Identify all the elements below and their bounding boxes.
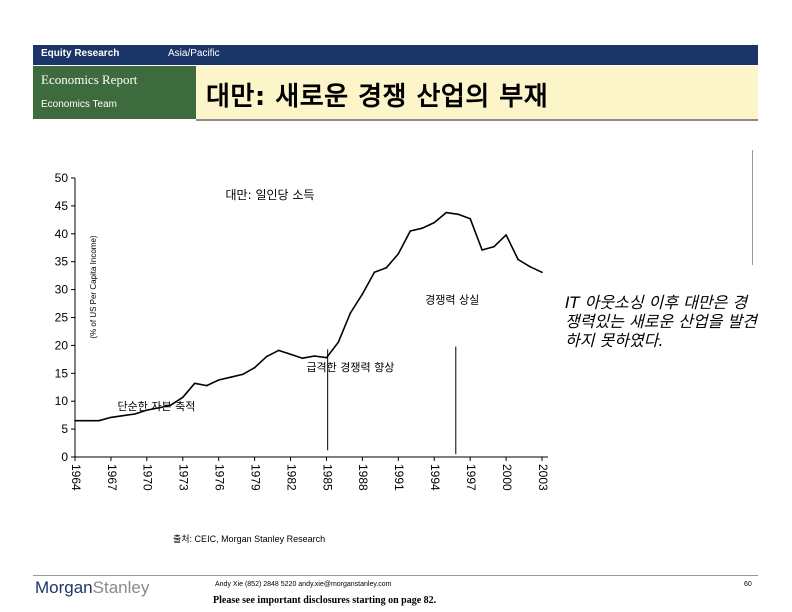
data-point [217,379,220,381]
data-point [373,271,376,274]
right-divider [752,150,753,265]
x-tick-label: 1979 [248,464,262,491]
chart-title: 대만: 일인당 소득 [226,188,315,202]
y-tick-label: 45 [55,199,69,213]
data-point [457,213,459,216]
y-tick-label: 25 [55,311,69,325]
data-point [409,230,412,232]
data-point [289,353,292,356]
x-tick-label: 1976 [213,464,227,491]
data-point [433,221,436,224]
y-tick-label: 35 [55,255,69,269]
x-tick-label: 2000 [500,464,514,491]
x-tick-label: 1988 [356,464,370,491]
data-point [385,267,388,269]
data-point [241,373,244,376]
data-point [481,249,483,251]
y-tick-label: 20 [55,338,69,352]
x-tick-label: 1997 [464,464,478,491]
data-point [517,258,519,261]
page-title: 대만: 새로운 경쟁 산업의 부재 [206,82,549,112]
data-point [169,404,172,406]
x-tick-label: 1973 [177,464,191,491]
data-point [337,341,340,343]
chart-annotation: 경쟁력 상실 [425,294,479,307]
data-point [505,234,507,236]
data-point [325,356,328,359]
source-note: 출처: CEIC, Morgan Stanley Research [173,534,326,544]
footer-rule [33,575,758,576]
report-type: Economics Report [41,72,138,87]
report-info-box: Economics Report Economics Team [33,66,196,119]
y-tick-label: 10 [55,394,69,408]
data-point [445,211,448,214]
data-point [529,265,531,268]
y-tick-label: 5 [61,422,68,436]
y-tick-label: 0 [61,450,68,464]
region-label: Asia/Pacific [168,48,220,59]
data-point [313,355,316,357]
data-point [122,414,124,417]
team-label: Economics Team [41,99,117,110]
x-tick-label: 1964 [69,464,83,491]
data-point [541,271,543,274]
y-tick-label: 30 [55,283,69,297]
x-tick-label: 1967 [105,464,119,491]
x-tick-label: 1982 [284,464,298,491]
logo-morgan: Morgan [35,578,93,597]
data-point [158,407,160,409]
data-point [397,253,400,255]
data-point [98,419,100,422]
data-point [74,419,76,422]
analyst-contact: Andy Xie (852) 2848 5220 andy.xie@morgan… [215,581,392,588]
data-point [134,413,136,415]
division-label: Equity Research [41,48,120,59]
data-point [205,384,208,387]
data-point [181,396,184,399]
page-number: 60 [744,581,752,588]
chart-annotation: 단순한 자본 축적 [118,400,196,413]
header-bar: Equity Research Asia/Pacific [33,45,758,65]
chart-annotation: 급격한 경쟁력 향상 [306,361,394,374]
x-tick-label: 1970 [141,464,155,491]
data-point [265,355,268,358]
data-point [301,357,304,360]
disclosure-link[interactable]: Please see important disclosures startin… [213,595,437,606]
data-point [229,376,232,379]
x-tick-label: 1985 [320,464,334,491]
data-point [349,312,352,314]
side-note: IT 아웃소싱 이후 대만은 경쟁력있는 새로운 산업을 발견하지 못하였다. [565,293,757,350]
y-tick-label: 15 [55,366,69,380]
logo-stanley: Stanley [92,578,150,597]
data-point [253,366,256,369]
data-point [277,349,280,352]
data-point [493,245,495,248]
data-point [146,409,148,411]
title-underline [196,119,758,121]
x-tick-label: 1991 [392,464,406,491]
y-tick-label: 50 [55,171,69,185]
data-point [469,217,471,220]
x-tick-label: 2003 [536,464,550,491]
data-point [110,416,112,419]
morgan-stanley-logo: MorganStanley [35,578,149,598]
data-point [361,293,364,295]
data-point [86,419,88,422]
title-box: 대만: 새로운 경쟁 산업의 부재 [196,66,758,119]
y-axis-label: (% of US Per Capita Income) [89,235,98,338]
data-point [193,382,196,385]
y-tick-label: 40 [55,227,69,241]
data-point [421,227,424,230]
x-tick-label: 1994 [428,464,442,491]
series-line [75,211,543,422]
